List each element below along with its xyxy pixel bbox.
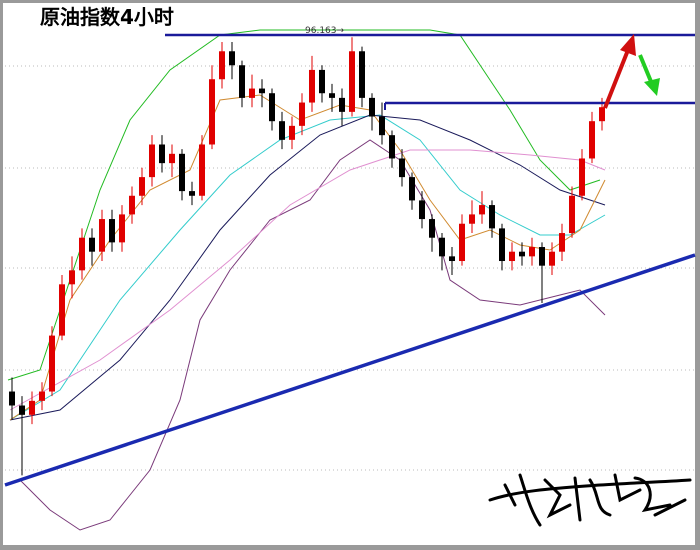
candle-body — [259, 88, 265, 94]
up-arrow — [603, 49, 630, 109]
candle-body — [519, 251, 525, 257]
candle-body — [439, 237, 445, 257]
candle-body — [219, 51, 225, 80]
candles — [9, 37, 605, 476]
candle-body — [9, 391, 15, 406]
candle-body — [79, 237, 85, 271]
candle-body — [309, 69, 315, 103]
candle-body — [279, 121, 285, 140]
candle-body — [449, 256, 455, 262]
candle-body — [599, 107, 605, 122]
candle-body — [69, 270, 75, 285]
candle-body — [539, 247, 545, 266]
down-arrowhead — [644, 78, 660, 96]
candle-body — [289, 125, 295, 140]
candle-body — [359, 51, 365, 98]
candle-body — [559, 233, 565, 252]
candle-body — [369, 97, 375, 117]
candle-body — [19, 405, 25, 415]
moving-average — [9, 114, 606, 421]
candle-body — [149, 144, 155, 178]
candle-body — [589, 121, 595, 159]
candle-body — [509, 251, 515, 262]
moving-average — [9, 149, 606, 411]
candle-body — [459, 223, 465, 262]
candle-body — [379, 116, 385, 136]
candle-body — [339, 97, 345, 112]
candle-body — [59, 284, 65, 336]
candle-body — [159, 144, 165, 164]
candle-body — [569, 195, 575, 234]
candle-body — [579, 158, 585, 196]
down-arrow — [638, 54, 654, 85]
candle-body — [549, 251, 555, 266]
candle-body — [239, 65, 245, 98]
candle-body — [389, 135, 395, 159]
signature — [488, 473, 692, 527]
candle-body — [479, 205, 485, 215]
candle-body — [409, 177, 415, 201]
candle-body — [229, 51, 235, 66]
candle-body — [399, 158, 405, 178]
candle-body — [119, 214, 125, 243]
candle-body — [349, 51, 355, 112]
candle-body — [299, 102, 305, 126]
candle-body — [529, 247, 535, 257]
candle-body — [419, 200, 425, 220]
candle-body — [209, 79, 215, 145]
price-annotation: 96.163→ — [305, 26, 344, 36]
candle-body — [129, 195, 135, 215]
candle-body — [469, 214, 475, 224]
candle-body — [169, 153, 175, 164]
chart-title: 原油指数4小时 — [40, 5, 174, 29]
candle-body — [269, 93, 275, 122]
candle-body — [39, 391, 45, 401]
candle-body — [319, 69, 325, 94]
signature-stroke — [633, 476, 687, 517]
candle-body — [489, 205, 495, 229]
trend-line — [4, 253, 696, 487]
drawings — [4, 33, 696, 487]
up-arrowhead — [620, 34, 636, 56]
candle-body — [109, 219, 115, 243]
candle-body — [189, 191, 195, 196]
candle-body — [89, 237, 95, 252]
lower-band — [19, 139, 606, 531]
candle-body — [29, 400, 35, 415]
candle-body — [249, 88, 255, 98]
signature-stroke — [573, 473, 642, 522]
indicators — [7, 29, 606, 531]
signature-stroke — [488, 478, 692, 502]
moving-average — [9, 114, 606, 421]
candle-body — [329, 93, 335, 98]
candle-body — [429, 219, 435, 238]
upper-band — [7, 29, 601, 381]
signature-stroke — [503, 473, 572, 527]
candle-body — [139, 177, 145, 196]
candle-body — [199, 144, 205, 196]
candle-body — [179, 153, 185, 192]
candle-body — [499, 228, 505, 262]
candle-body — [99, 219, 105, 252]
candle-body — [49, 335, 55, 392]
